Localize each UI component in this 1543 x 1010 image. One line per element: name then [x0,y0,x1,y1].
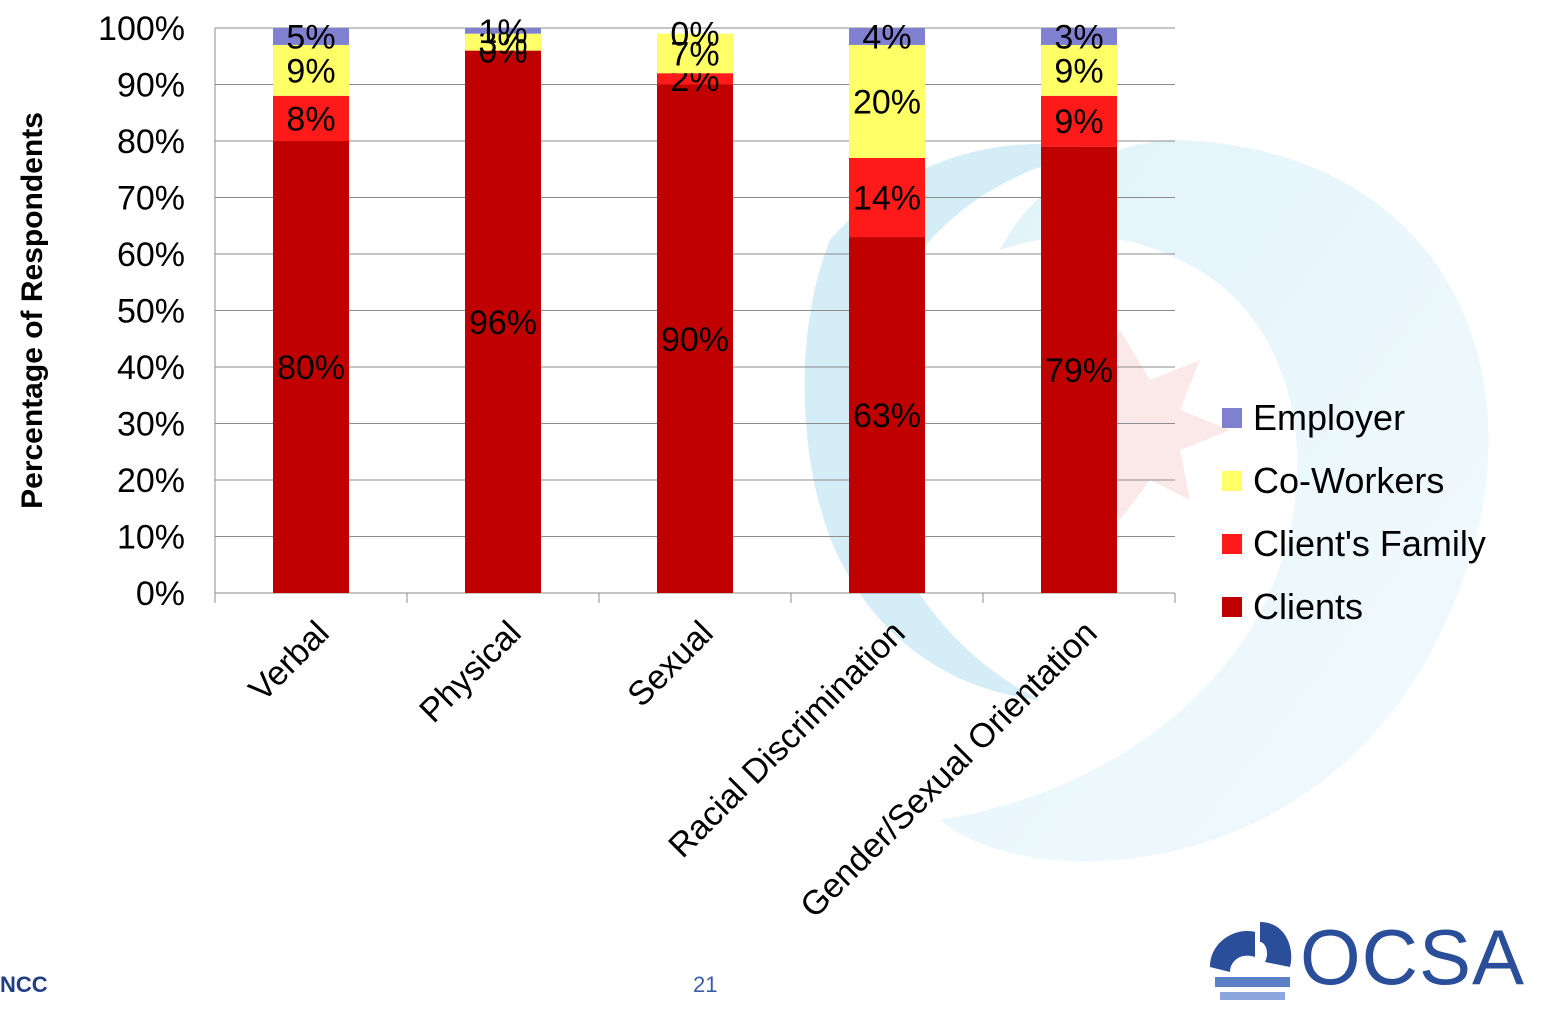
bar-segment [1041,28,1117,45]
bar-segment [849,44,925,158]
data-label: 80% [277,349,345,387]
y-tick-label: 10% [117,519,185,557]
y-tick-label: 30% [117,406,185,444]
left-logo: NCC [0,972,48,997]
data-label: 90% [661,321,729,359]
data-label: 8% [286,100,335,138]
data-label: 96% [469,304,537,342]
bar-segment [849,28,925,45]
data-label: 4% [862,18,911,56]
bar-segment [657,73,733,85]
legend-swatch [1222,408,1242,428]
data-label: 3% [1054,18,1103,56]
y-tick-label: 100% [98,10,185,48]
bar-segment [657,33,733,74]
ocsa-logo-text: OCSA [1300,913,1526,1001]
bar-segment [1041,44,1117,96]
legend-swatch [1222,597,1242,617]
legend-label: Clients [1253,586,1363,627]
data-label: 7% [670,35,719,73]
y-tick-label: 50% [117,293,185,331]
y-tick-label: 40% [117,349,185,387]
ocsa-emblem-icon [1210,922,1292,1000]
bar-segment [849,157,925,238]
data-label: 5% [286,18,335,56]
y-tick-label: 20% [117,462,185,500]
legend-label: Employer [1253,397,1405,438]
data-label: 14% [853,180,921,218]
ocsa-logo: OCSA [1200,912,1530,1007]
bar-segment [273,141,349,593]
data-label: 9% [286,52,335,90]
y-axis-label: Percentage of Respondents [16,112,49,509]
bar-segment [273,28,349,45]
data-label: 0% [670,16,719,54]
bar-segment [1041,95,1117,147]
bar-segment [465,33,541,51]
bar-segment [657,84,733,593]
bar-segment [465,28,541,34]
y-tick-label: 0% [136,575,185,613]
data-label: 79% [1045,352,1113,390]
x-category-label: Physical [412,614,528,730]
x-category-label: Verbal [242,614,337,709]
y-tick-label: 80% [117,123,185,161]
data-label: 1% [478,13,527,51]
bar-segment [273,95,349,141]
y-tick-label: 70% [117,180,185,218]
data-label: 20% [853,83,921,121]
bar-segment [1041,146,1117,593]
x-category-label: Sexual [620,614,720,714]
page-number: 21 [693,972,718,997]
bar-segment [273,44,349,96]
legend-swatch [1222,471,1242,491]
legend-label: Client's Family [1253,523,1486,564]
y-tick-label: 60% [117,236,185,274]
bar-segment [849,237,925,594]
y-tick-label: 90% [117,67,185,105]
legend-label: Co-Workers [1253,460,1444,501]
data-label: 9% [1054,52,1103,90]
legend-swatch [1222,534,1242,554]
data-label: 63% [853,397,921,435]
bar-segment [465,50,541,594]
data-label: 9% [1054,103,1103,141]
